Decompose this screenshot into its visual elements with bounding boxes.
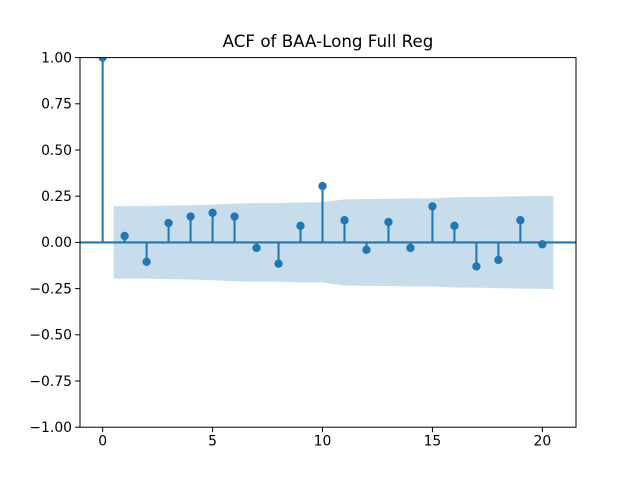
stem-marker [318,181,327,191]
stem-marker [252,243,261,253]
x-tick-label: 0 [98,434,107,450]
stem-marker [230,212,239,221]
y-tick-label: 0.75 [41,97,72,113]
x-tick-label: 20 [534,434,552,450]
stem-marker [142,257,151,266]
stem-marker [494,255,503,265]
stem-marker [164,218,173,228]
y-tick-label: 0.25 [41,189,72,205]
y-tick-label: −0.50 [29,328,72,344]
x-tick-label: 15 [424,434,442,450]
y-tick-label: −1.00 [29,420,72,436]
stem-marker [120,231,129,241]
stem-marker [406,243,415,253]
stem-marker [208,208,217,218]
stem-marker [516,216,525,225]
y-tick-label: 0.50 [41,143,72,159]
axes-layer: 0 5 10 15 20 1.00 0.75 0.50 0.25 0.00 −0.25 −0.50 −0… [29,50,577,450]
y-tick-label: 1.00 [41,50,72,66]
stem-marker [538,240,547,249]
stem-marker [274,259,283,268]
stem-marker [98,57,107,62]
stem-marker [450,221,459,230]
x-tick-label: 10 [314,434,332,450]
stem-marker [472,262,481,271]
stem-marker [186,212,195,221]
y-tick-label: −0.25 [29,281,72,297]
stem-marker [340,216,349,225]
chart-title: ACF of BAA-Long Full Reg [223,31,434,51]
stem-marker [362,245,371,254]
y-tick-label: −0.75 [29,374,72,390]
stem-marker [296,221,305,230]
stem-marker [428,202,437,211]
stem-data-layer [80,57,576,271]
y-tick-label: 0.00 [41,235,72,251]
x-tick-label: 5 [208,434,217,450]
stem-marker [384,217,393,227]
